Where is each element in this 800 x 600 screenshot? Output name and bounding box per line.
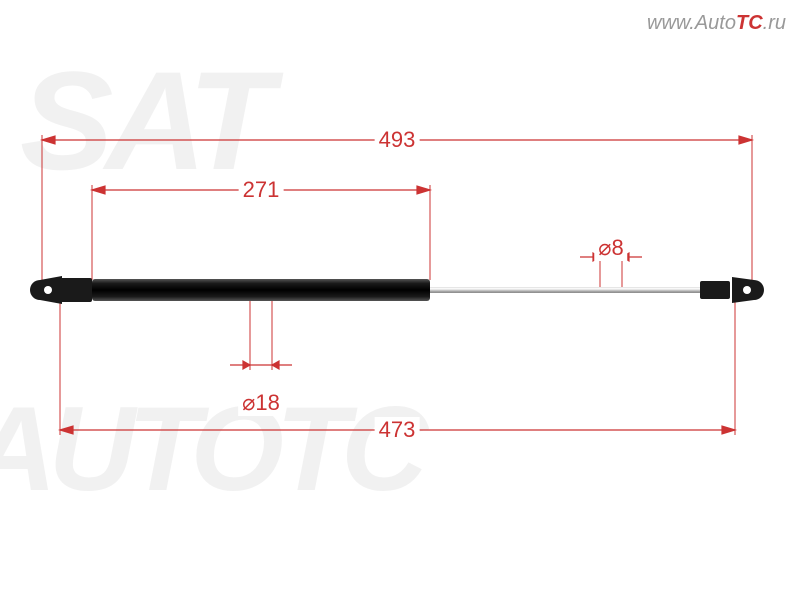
watermark-sat: SAT <box>20 40 266 202</box>
strut-rod <box>430 287 700 293</box>
url-suffix: .ru <box>763 12 786 34</box>
strut-cylinder <box>92 279 430 301</box>
url-watermark: www.AutoTC.ru <box>647 12 786 35</box>
dim-pin-to-pin: 473 <box>375 417 420 443</box>
dim-rod-diameter: ⌀8 <box>594 235 627 261</box>
url-mid: Auto <box>695 12 736 34</box>
dim-cylinder-diameter: ⌀18 <box>238 390 284 416</box>
dim-overall-length: 493 <box>375 127 420 153</box>
url-accent: TC <box>736 12 763 34</box>
watermark-autotc: AUTOTC <box>0 380 420 518</box>
dim-cylinder-length: 271 <box>239 177 284 203</box>
url-prefix: www. <box>647 12 695 34</box>
